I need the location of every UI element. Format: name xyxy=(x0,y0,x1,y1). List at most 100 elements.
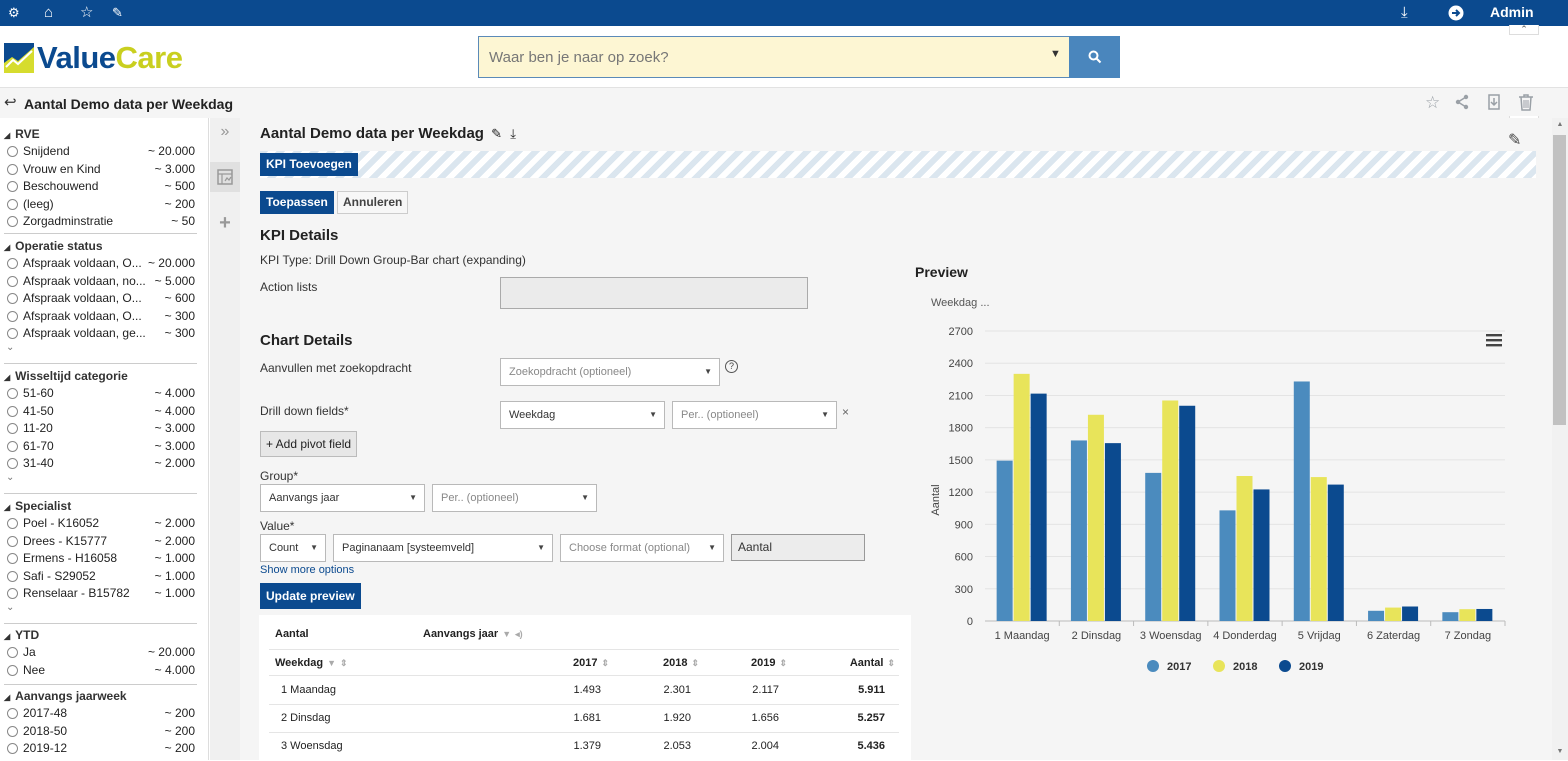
scrollbar-thumb[interactable] xyxy=(1553,135,1566,425)
edit-title-icon[interactable]: ✎ xyxy=(491,126,503,141)
filter-item[interactable]: Ja ~ 20.000 xyxy=(0,644,197,662)
radio-icon[interactable] xyxy=(7,518,18,529)
filter-item[interactable]: Safi - S29052 ~ 1.000 xyxy=(0,568,197,586)
action-lists-field[interactable] xyxy=(500,277,808,309)
chart-menu-icon[interactable] xyxy=(1486,333,1502,347)
filter-item[interactable]: 61-70 ~ 3.000 xyxy=(0,438,197,456)
column-header[interactable]: Aantal ⇕ xyxy=(849,657,895,669)
page-scrollbar[interactable]: ▲ ▼ xyxy=(1552,118,1568,760)
dashboard-icon[interactable] xyxy=(210,162,240,192)
drill-per-select[interactable]: Per.. (optioneel) ▼ xyxy=(672,401,837,429)
radio-icon[interactable] xyxy=(7,440,18,452)
radio-icon[interactable] xyxy=(7,293,18,304)
zoekopdracht-select[interactable]: Zoekopdracht (optioneel) ▼ xyxy=(500,358,720,386)
radio-icon[interactable] xyxy=(7,743,18,754)
radio-icon[interactable] xyxy=(7,163,18,175)
back-icon[interactable]: ↩ xyxy=(4,94,17,111)
delete-icon[interactable] xyxy=(1518,93,1534,116)
filter-item[interactable]: 31-40 ~ 2.000 xyxy=(0,455,197,473)
show-more-chevron-icon[interactable]: ⌄ xyxy=(6,341,15,353)
filter-item[interactable]: Afspraak voldaan, O... ~ 600 xyxy=(0,290,197,308)
favorite-icon[interactable]: ☆ xyxy=(1425,93,1441,112)
show-more-options-link[interactable]: Show more options xyxy=(260,564,355,576)
radio-icon[interactable] xyxy=(7,725,18,737)
column-header[interactable]: 2019 ⇕ xyxy=(750,657,787,669)
home-icon[interactable]: ⌂ xyxy=(44,4,54,21)
column-header[interactable]: 2017 ⇕ xyxy=(572,657,609,669)
filter-item[interactable]: Snijdend ~ 20.000 xyxy=(0,143,197,161)
radio-icon[interactable] xyxy=(7,708,18,719)
edit-widget-icon[interactable]: ✎ xyxy=(1508,132,1522,149)
filter-item[interactable]: 51-60 ~ 4.000 xyxy=(0,385,197,403)
filter-item[interactable]: Beschouwend ~ 500 xyxy=(0,178,197,196)
radio-icon[interactable] xyxy=(7,588,18,599)
collapse-header-button[interactable]: ⌃ xyxy=(1509,25,1539,35)
column-header[interactable]: Weekdag ▼ ⇕ xyxy=(275,657,348,669)
filter-item[interactable]: Afspraak voldaan, O... ~ 20.000 xyxy=(0,255,197,273)
filter-icon[interactable]: ▼ xyxy=(502,629,512,639)
format-select[interactable]: Choose format (optional) ▼ xyxy=(560,534,724,562)
radio-icon[interactable] xyxy=(7,146,18,157)
annuleren-button[interactable]: Annuleren xyxy=(337,191,409,214)
filter-item[interactable]: Nee ~ 4.000 xyxy=(0,662,197,680)
filter-group-title[interactable]: ◢ Aanvangs jaarweek xyxy=(0,687,197,705)
filter-item[interactable]: 2017-48 ~ 200 xyxy=(0,705,197,723)
settings-icon[interactable]: ⚙ xyxy=(8,5,20,20)
value-name-input[interactable]: Aantal xyxy=(731,534,865,561)
add-icon[interactable]: + xyxy=(219,212,231,234)
filter-item[interactable]: Ermens - H16058 ~ 1.000 xyxy=(0,550,197,568)
filter-item[interactable]: (leeg) ~ 200 xyxy=(0,196,197,214)
radio-icon[interactable] xyxy=(7,216,18,227)
radio-icon[interactable] xyxy=(7,181,18,192)
filter-group-title[interactable]: ◢ Specialist xyxy=(0,497,197,515)
scroll-down-icon[interactable]: ▼ xyxy=(1556,748,1564,755)
toepassen-button[interactable]: Toepassen xyxy=(260,191,334,214)
table-row[interactable]: 1 Maandag 1.493 2.301 2.117 5.911 xyxy=(269,677,899,705)
group-select[interactable]: Aanvangs jaar ▼ xyxy=(260,484,425,512)
star-icon[interactable]: ☆ xyxy=(80,4,94,21)
aggregation-select[interactable]: Count ▼ xyxy=(260,534,326,562)
filter-group-title[interactable]: ◢ Operatie status xyxy=(0,237,197,255)
filter-group-title[interactable]: ◢ YTD xyxy=(0,626,197,644)
filter-item[interactable]: Afspraak voldaan, ge... ~ 300 xyxy=(0,325,197,343)
expand-sidebar-icon[interactable]: » xyxy=(220,123,230,140)
filter-item[interactable]: 11-20 ~ 3.000 xyxy=(0,420,197,438)
radio-icon[interactable] xyxy=(7,535,18,547)
kpi-toevoegen-button[interactable]: KPI Toevoegen xyxy=(260,153,358,176)
radio-icon[interactable] xyxy=(7,647,18,658)
show-more-chevron-icon[interactable]: ⌄ xyxy=(6,601,15,613)
download-title-icon[interactable]: ⤓ xyxy=(510,126,516,141)
user-menu[interactable]: Admin xyxy=(1490,4,1534,20)
radio-icon[interactable] xyxy=(7,664,18,676)
filter-group-title[interactable]: ◢ Wisseltijd categorie xyxy=(0,367,197,385)
pivot-header[interactable]: Aanvangs jaar ▼ ◂) xyxy=(423,628,523,640)
download-icon[interactable]: ⤓ xyxy=(1401,4,1408,21)
help-icon[interactable]: ? xyxy=(725,360,738,373)
filter-item[interactable]: Afspraak voldaan, O... ~ 300 xyxy=(0,308,197,326)
radio-icon[interactable] xyxy=(7,553,18,564)
update-preview-button[interactable]: Update preview xyxy=(260,583,361,609)
collapse-icon[interactable]: ◂) xyxy=(515,629,523,639)
filter-item[interactable]: Afspraak voldaan, no... ~ 5.000 xyxy=(0,273,197,291)
filter-item[interactable]: Drees - K15777 ~ 2.000 xyxy=(0,533,197,551)
radio-icon[interactable] xyxy=(7,458,18,469)
search-dropdown-icon[interactable]: ▼ xyxy=(1050,48,1061,60)
drill-down-select[interactable]: Weekdag ▼ xyxy=(500,401,665,429)
radio-icon[interactable] xyxy=(7,405,18,417)
logout-icon[interactable] xyxy=(1448,0,1464,26)
remove-field-icon[interactable]: × xyxy=(842,405,850,419)
pencil-icon[interactable]: ✎ xyxy=(112,5,123,20)
show-more-chevron-icon[interactable]: ⌄ xyxy=(6,471,15,483)
radio-icon[interactable] xyxy=(7,328,18,339)
scroll-up-icon[interactable]: ▲ xyxy=(1556,121,1564,128)
share-icon[interactable] xyxy=(1454,93,1470,115)
filter-item[interactable]: Poel - K16052 ~ 2.000 xyxy=(0,515,197,533)
search-button[interactable] xyxy=(1069,36,1120,78)
column-header[interactable]: 2018 ⇕ xyxy=(662,657,699,669)
filter-item[interactable]: 2019-12 ~ 200 xyxy=(0,740,197,758)
group-per-select[interactable]: Per.. (optioneel) ▼ xyxy=(432,484,597,512)
radio-icon[interactable] xyxy=(7,570,18,582)
filter-item[interactable]: 2018-50 ~ 200 xyxy=(0,723,197,741)
table-row[interactable]: 3 Woensdag 1.379 2.053 2.004 5.436 xyxy=(269,733,899,761)
table-row[interactable]: 2 Dinsdag 1.681 1.920 1.656 5.257 xyxy=(269,705,899,733)
